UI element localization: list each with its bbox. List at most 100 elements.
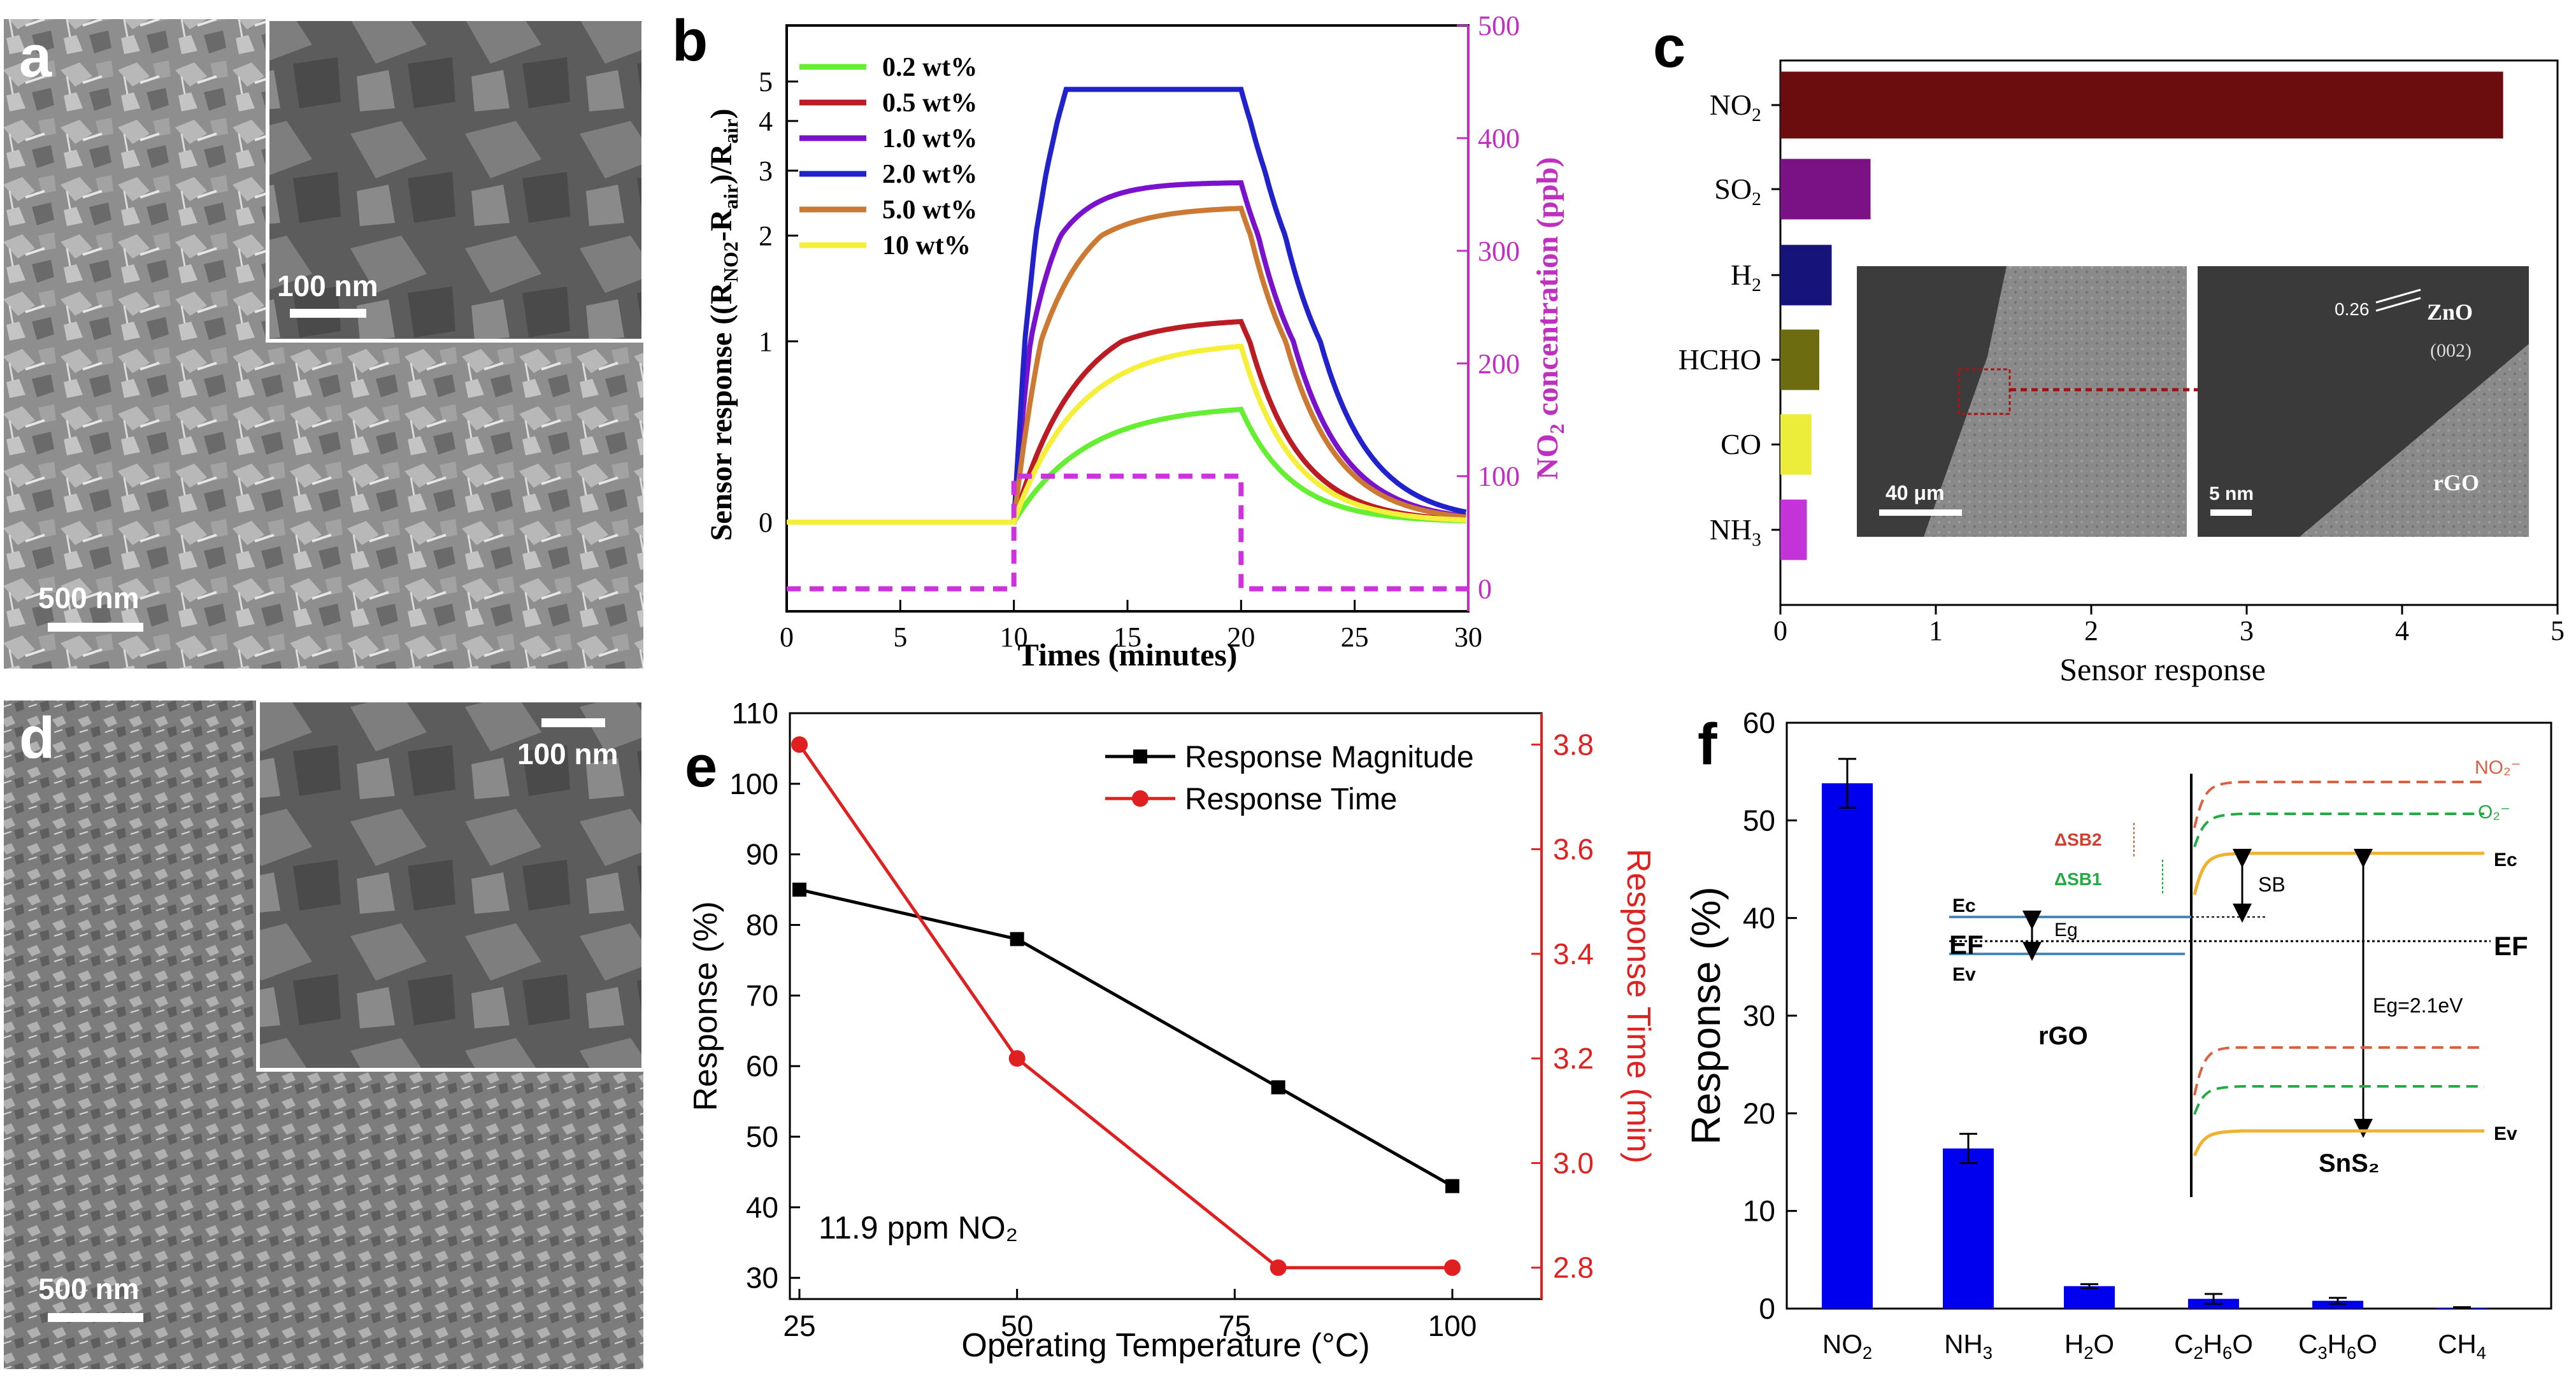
panel-f: f NO2​ NH3​ H2​O C2​H6​O C3​H6​O CH4​ 0 10 20 30…	[1683, 706, 2552, 1363]
series-line-b	[787, 318, 1466, 525]
marker-e	[1010, 932, 1024, 946]
y-tick-label-e: 80	[746, 909, 778, 942]
panel-label-a: a	[19, 24, 52, 89]
bar-c	[1780, 414, 1812, 475]
marker-e	[1270, 1259, 1287, 1276]
marker-e	[1008, 1050, 1026, 1067]
ec-left-label: Ec	[1952, 895, 1976, 916]
y-tick-label-f: 50	[1743, 804, 1775, 837]
y-tick-label-f: 20	[1743, 1097, 1775, 1130]
y-tick-label-b: 3	[759, 155, 773, 187]
y-tick-label-b: 4	[759, 106, 773, 137]
tem-scale-label-right: 5 nm	[2209, 483, 2254, 504]
sns2-ec-curve	[2193, 851, 2484, 895]
dsb1-label: ΔSB1	[2054, 869, 2102, 889]
tem-scale-bar-left	[1879, 509, 1962, 516]
category-label-f: NO2​	[1822, 1329, 1872, 1363]
y2-tick-label-b: 200	[1478, 348, 1520, 380]
x-axis-title-c: Sensor response	[2059, 651, 2266, 687]
y-tick-label-f: 60	[1743, 706, 1775, 739]
bar-c	[1780, 245, 1832, 306]
y-tick-label-e: 30	[746, 1261, 778, 1295]
y-tick-label-e: 90	[746, 838, 778, 871]
panel-a: a 100 nm 500 nm	[4, 17, 645, 669]
sns2-label: SnS₂	[2319, 1149, 2380, 1177]
series-line-e	[798, 743, 1452, 1270]
tem-plane-label: (002)	[2430, 340, 2472, 361]
tem-scale-bar-right	[2210, 509, 2252, 516]
ev-left-label: Ev	[1952, 964, 1976, 985]
category-label-c: HCHO	[1678, 343, 1761, 376]
sns2-ev-curve	[2193, 1129, 2484, 1156]
no2-level-lower	[2193, 1046, 2484, 1096]
x-tick-label-b: 0	[780, 622, 794, 653]
panel-label-f: f	[1698, 712, 1717, 777]
x-axis-title-b: Times (minutes)	[1018, 637, 1238, 672]
marker-e	[791, 736, 808, 753]
x-tick-label-e: 100	[1428, 1309, 1477, 1342]
scale-bar-d	[48, 1313, 143, 1322]
ef-left-label: EF	[1949, 930, 1984, 960]
y-axis-title-b: Sensor response ((RNO2-Rair)/Rair)	[705, 108, 742, 541]
scale-bar-inset-a	[290, 309, 366, 318]
legend-marker-e	[1133, 749, 1147, 764]
x-tick-label-b: 10	[1000, 622, 1028, 653]
sb-label: SB	[2258, 873, 2286, 896]
series-line-b	[787, 87, 1467, 525]
y2-tick-label-e: 2.8	[1553, 1251, 1594, 1284]
y-tick-label-f: 40	[1743, 902, 1775, 935]
y-tick-label-f: 0	[1759, 1292, 1775, 1325]
o2-ion-label: O₂⁻	[2478, 802, 2510, 823]
x-tick-label-b: 15	[1113, 622, 1141, 653]
o2-level-upper	[2193, 813, 2484, 848]
band-diagram-inset: Eg Ec EF Ev rGO SB ΔSB2 ΔSB1 NO₂⁻ O₂⁻ Ec…	[1949, 757, 2528, 1197]
x-tick-label-c: 0	[1773, 615, 1787, 646]
legend-label-b: 1.0 wt%	[882, 124, 977, 153]
tem-substrate-label: rGO	[2433, 470, 2479, 495]
ef-right-label: EF	[2494, 931, 2528, 961]
x-tick-label-e: 75	[1219, 1309, 1251, 1342]
legend-label-b: 0.5 wt%	[882, 89, 977, 118]
x-tick-label-c: 3	[2240, 615, 2254, 646]
y-tick-label-e: 60	[746, 1049, 778, 1083]
scale-bar-a	[48, 623, 143, 632]
tem-scale-label-left: 40 μm	[1885, 481, 1945, 504]
scale-label-inset-d: 100 nm	[517, 737, 619, 771]
y2-tick-label-b: 400	[1478, 123, 1520, 154]
category-label-c: SO2​	[1714, 173, 1761, 210]
y2-axis-title-b: NO2 concentration (ppb)	[1531, 157, 1568, 480]
legend-label-b: 10 wt%	[882, 231, 971, 260]
y-tick-label-b: 5	[759, 66, 773, 97]
y2-tick-label-b: 100	[1478, 461, 1520, 492]
x-tick-label-c: 5	[2551, 615, 2565, 646]
bar-f	[2064, 1286, 2115, 1309]
sem-inset-d	[256, 699, 645, 1072]
panel-label-b: b	[672, 8, 708, 73]
y-axis-title-e: Response (%)	[687, 901, 724, 1111]
x-tick-label-b: 5	[893, 622, 907, 653]
legend-label-b: 0.2 wt%	[882, 53, 977, 82]
x-tick-label-b: 25	[1341, 622, 1369, 653]
tem-d-spacing: 0.26	[2335, 299, 2370, 319]
scale-label-a: 500 nm	[38, 581, 140, 614]
y-tick-label-b: 2	[759, 220, 773, 252]
y2-tick-label-b: 500	[1478, 10, 1520, 41]
y-tick-label-e: 100	[729, 767, 778, 800]
tem-fringe-2	[2375, 297, 2421, 312]
marker-e	[1271, 1080, 1285, 1095]
category-label-c: NH3​	[1710, 513, 1761, 550]
panel-e: e 25 50 75 100 30 40 50 60 70 80 90 100 110 2.8 3.0 3…	[685, 697, 1657, 1364]
x-tick-label-b: 30	[1454, 622, 1482, 653]
y2-tick-label-e: 3.0	[1553, 1146, 1594, 1179]
ec-right-label: Ec	[2494, 849, 2517, 870]
x-tick-label-b: 20	[1227, 622, 1255, 653]
tem-fringe-1	[2375, 288, 2421, 304]
marker-e	[792, 883, 806, 897]
category-label-f: CH4​	[2438, 1329, 2486, 1363]
panel-d: d 100 nm 500 nm	[4, 699, 645, 1369]
category-label-c: CO	[1721, 428, 1761, 460]
tem-dark-region	[1857, 266, 2007, 537]
x-tick-label-c: 4	[2395, 615, 2409, 646]
bar-c	[1780, 499, 1807, 560]
